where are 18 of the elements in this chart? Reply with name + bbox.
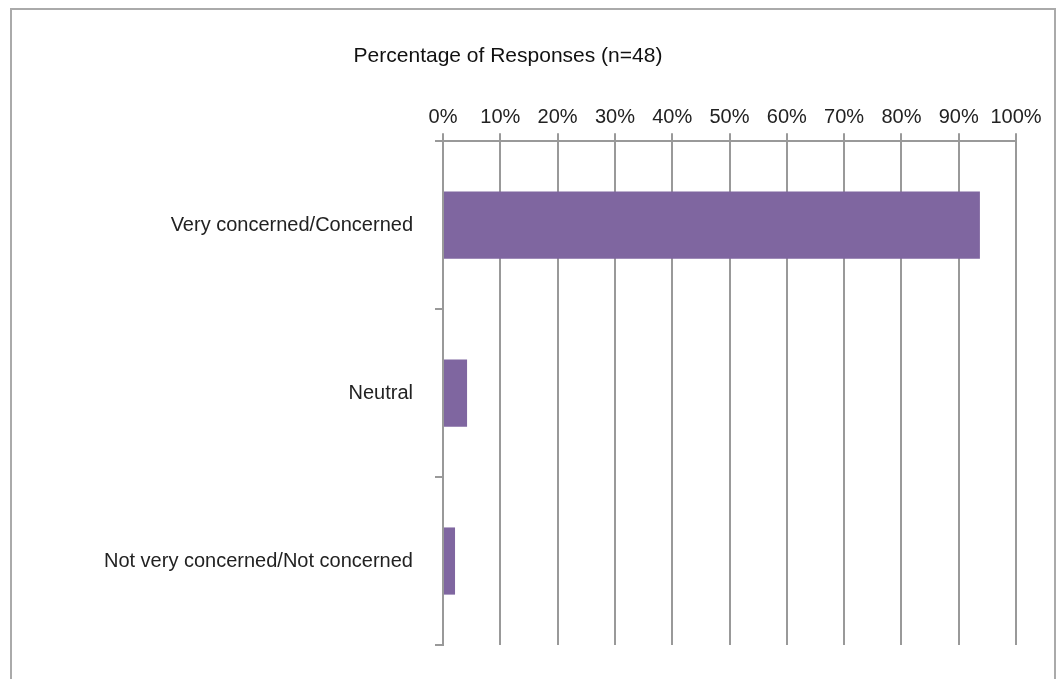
x-tick-label: 80% (881, 104, 922, 127)
x-tick-label: 20% (537, 104, 578, 127)
y-tick-label: Very concerned/Concerned (170, 212, 413, 235)
bar (444, 527, 456, 595)
y-tick-label: Not very concerned/Not concerned (103, 548, 413, 571)
x-tick-label: 0% (428, 104, 458, 127)
chart-title: Percentage of Responses (n=48) (353, 43, 663, 67)
x-tick-label: 30% (594, 104, 636, 127)
x-tick-label: 10% (480, 104, 521, 127)
bar (444, 191, 980, 259)
x-tick-label: 100% (990, 104, 1042, 127)
x-tick-label: 50% (709, 104, 750, 127)
x-tick-label: 90% (938, 104, 979, 127)
x-tick-label: 70% (824, 104, 865, 127)
x-tick-label: 60% (766, 104, 808, 127)
bar (444, 359, 468, 427)
x-tick-label: 40% (652, 104, 693, 127)
y-tick-label: Neutral (348, 380, 413, 403)
